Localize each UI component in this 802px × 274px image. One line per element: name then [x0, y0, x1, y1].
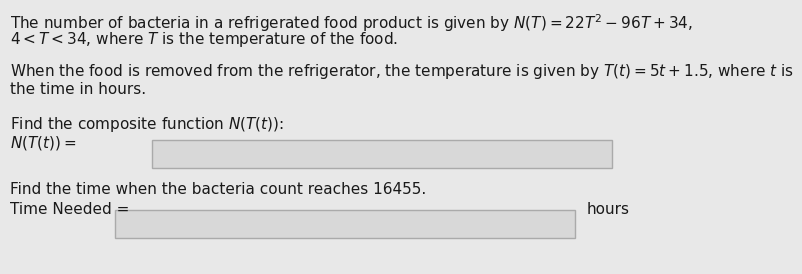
Text: hours: hours: [587, 202, 630, 217]
FancyBboxPatch shape: [152, 140, 612, 168]
Text: Find the time when the bacteria count reaches 16455.: Find the time when the bacteria count re…: [10, 182, 426, 197]
FancyBboxPatch shape: [115, 210, 575, 238]
Text: When the food is removed from the refrigerator, the temperature is given by $T(t: When the food is removed from the refrig…: [10, 62, 794, 81]
Text: Find the composite function $N(T(t))$:: Find the composite function $N(T(t))$:: [10, 115, 284, 134]
Text: The number of bacteria in a refrigerated food product is given by $N(T) = 22T^2 : The number of bacteria in a refrigerated…: [10, 12, 693, 34]
Text: $4 < T < 34$, where $T$ is the temperature of the food.: $4 < T < 34$, where $T$ is the temperatu…: [10, 30, 398, 49]
Text: Time Needed =: Time Needed =: [10, 202, 129, 217]
Text: $N(T(t)) =$: $N(T(t)) =$: [10, 134, 77, 152]
Text: the time in hours.: the time in hours.: [10, 82, 146, 97]
